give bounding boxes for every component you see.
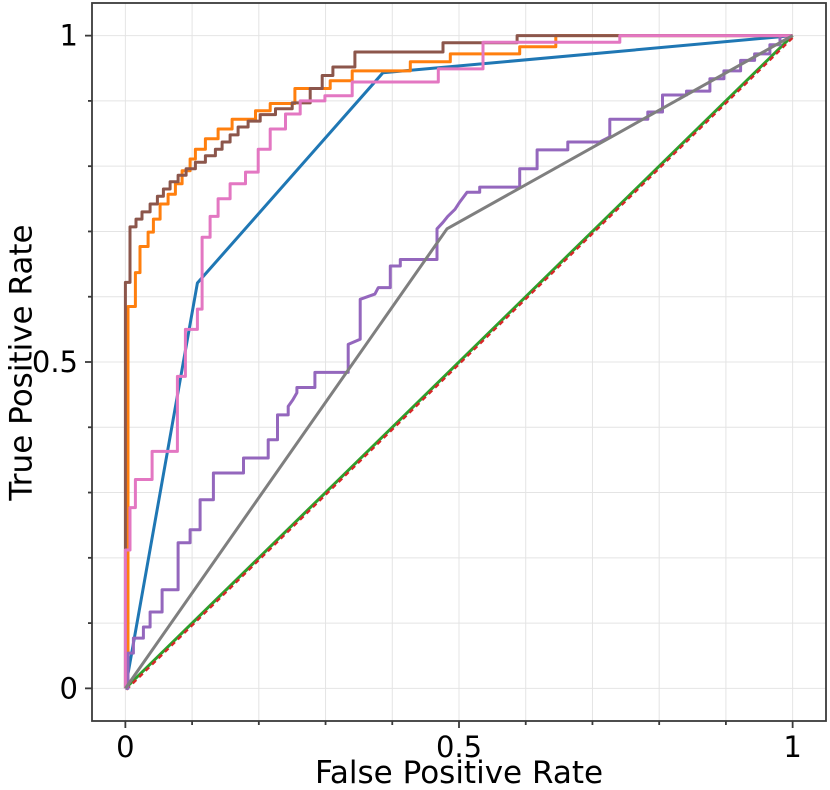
y-tick-label: 0.5: [32, 345, 78, 379]
roc-curve-brown: [123, 34, 793, 689]
y-tick-label: 1: [60, 19, 78, 53]
roc-curve-purple: [125, 34, 793, 690]
x-tick-label: 1: [783, 730, 801, 764]
roc-curve-red-chance: [125, 36, 795, 691]
x-axis-label: False Positive Rate: [314, 755, 604, 790]
x-tick-label: 0.5: [436, 730, 482, 764]
roc-curve-blue: [123, 34, 793, 689]
y-tick-label: 0: [60, 671, 78, 705]
roc-curves: [123, 34, 795, 691]
roc-curve-pink: [123, 34, 793, 689]
axis-ticks: [85, 34, 794, 728]
y-axis-label: True Positive Rate: [3, 224, 40, 501]
roc-curve-gray: [124, 34, 794, 690]
x-tick-label: 0: [116, 730, 134, 764]
tick-labels: 0 0.5 1 0 0.5 1: [32, 19, 802, 764]
roc-curve-orange: [126, 34, 793, 689]
roc-curve-green-chance: [124, 34, 794, 690]
